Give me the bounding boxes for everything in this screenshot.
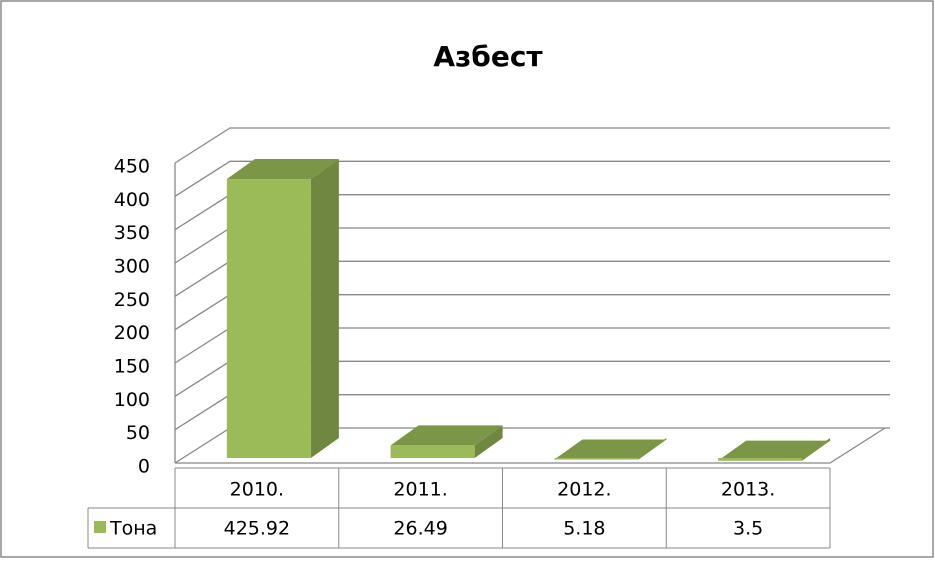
y-tick-label: 100 <box>114 389 150 411</box>
grid-line <box>174 127 890 164</box>
bar <box>390 445 475 458</box>
bar-side <box>474 425 503 458</box>
x-tick-label: 2010. <box>230 479 284 501</box>
y-tick-label: 250 <box>114 289 150 311</box>
legend-swatch <box>94 521 106 533</box>
y-tick-label: 450 <box>114 156 150 178</box>
x-tick-label: 2011. <box>393 479 447 501</box>
y-tick-label: 150 <box>114 356 150 378</box>
table-value: 3.5 <box>733 518 763 540</box>
table-value: 5.18 <box>563 518 605 540</box>
bar <box>226 179 311 458</box>
y-tick-label: 200 <box>114 322 150 344</box>
table-value: 425.92 <box>224 518 290 540</box>
y-tick-label: 400 <box>114 189 150 211</box>
table-value: 26.49 <box>393 518 447 540</box>
chart-title: Азбест <box>433 40 543 73</box>
floor-edge <box>175 427 886 464</box>
y-tick-label: 350 <box>114 222 150 244</box>
grid-line <box>174 160 890 197</box>
bar-top <box>554 439 667 460</box>
bar-side <box>310 159 339 458</box>
y-tick-label: 50 <box>126 422 150 444</box>
legend-label: Тона <box>109 518 157 540</box>
bar <box>718 458 803 461</box>
y-tick-label: 300 <box>114 256 150 278</box>
bar-top <box>226 159 339 180</box>
back-wall <box>230 118 890 428</box>
bar-top <box>390 425 503 446</box>
bar <box>554 458 639 460</box>
x-tick-label: 2012. <box>557 479 611 501</box>
y-tick-label: 0 <box>138 456 150 478</box>
x-tick-label: 2013. <box>721 479 775 501</box>
bar-top <box>718 440 831 461</box>
